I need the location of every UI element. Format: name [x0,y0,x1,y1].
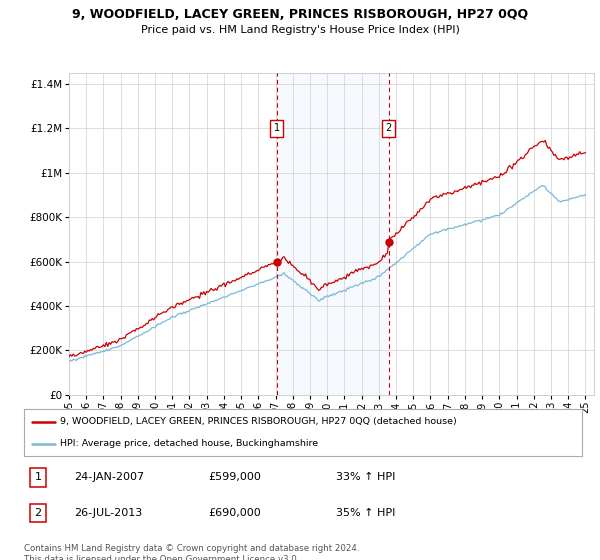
Text: 26-JUL-2013: 26-JUL-2013 [74,508,142,518]
Bar [277,73,389,395]
Text: 1: 1 [34,473,41,482]
Text: 2: 2 [386,123,392,133]
Text: 9, WOODFIELD, LACEY GREEN, PRINCES RISBOROUGH, HP27 0QQ: 9, WOODFIELD, LACEY GREEN, PRINCES RISBO… [72,8,528,21]
Text: £599,000: £599,000 [208,473,261,482]
Text: HPI: Average price, detached house, Buckinghamshire: HPI: Average price, detached house, Buck… [60,439,319,448]
Text: 9, WOODFIELD, LACEY GREEN, PRINCES RISBOROUGH, HP27 0QQ (detached house): 9, WOODFIELD, LACEY GREEN, PRINCES RISBO… [60,417,457,426]
Text: 33% ↑ HPI: 33% ↑ HPI [337,473,396,482]
Text: Contains HM Land Registry data © Crown copyright and database right 2024.
This d: Contains HM Land Registry data © Crown c… [24,544,359,560]
Text: 2: 2 [34,508,41,518]
Text: £690,000: £690,000 [208,508,261,518]
Text: Price paid vs. HM Land Registry's House Price Index (HPI): Price paid vs. HM Land Registry's House … [140,25,460,35]
Text: 35% ↑ HPI: 35% ↑ HPI [337,508,396,518]
Text: 1: 1 [274,123,280,133]
Text: 24-JAN-2007: 24-JAN-2007 [74,473,145,482]
